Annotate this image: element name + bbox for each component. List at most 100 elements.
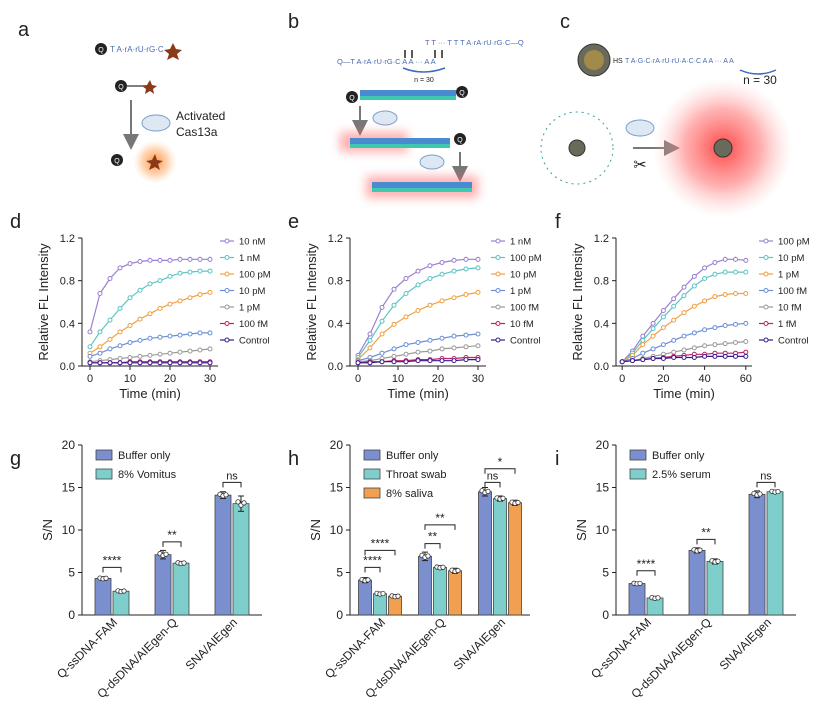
legend-label: 100 fM xyxy=(778,286,807,297)
data-point xyxy=(97,329,103,335)
data-point xyxy=(197,256,203,262)
data-point xyxy=(107,317,113,323)
significance-bracket xyxy=(484,481,501,488)
gold-nanoparticle-icon xyxy=(568,139,586,157)
data-point xyxy=(660,325,666,331)
legend-swatch xyxy=(629,468,647,480)
x-tick-label: 0 xyxy=(619,373,625,385)
category-label: Q-ssDNA-FAM xyxy=(322,615,388,681)
data-point xyxy=(177,270,183,276)
data-point xyxy=(127,261,133,267)
legend-marker xyxy=(495,304,501,310)
replicate-point xyxy=(223,492,229,498)
x-tick-label: 30 xyxy=(204,373,216,385)
rna-sequence: T A·rA·rU·rG·C xyxy=(110,45,164,54)
replicate-point xyxy=(500,495,506,501)
y-tick-label: 0 xyxy=(602,608,609,622)
data-point xyxy=(650,333,656,339)
data-point xyxy=(367,337,373,343)
data-point xyxy=(157,305,163,311)
replicate-point xyxy=(103,575,109,581)
data-point xyxy=(157,351,163,357)
legend-swatch xyxy=(629,449,647,461)
quencher-icon xyxy=(346,91,358,103)
data-point xyxy=(87,353,93,359)
data-point xyxy=(743,353,749,359)
data-point xyxy=(415,349,421,355)
significance-label: ** xyxy=(435,511,445,525)
replicate-point xyxy=(241,500,247,506)
data-point xyxy=(712,260,718,266)
data-point xyxy=(187,331,193,337)
data-point xyxy=(427,263,433,269)
data-point xyxy=(475,265,481,271)
data-point xyxy=(743,320,749,326)
bar xyxy=(214,494,232,616)
panel-letter-g: g xyxy=(10,448,21,470)
bar xyxy=(448,570,462,616)
line-chart-e: e 0.0 0.4 0.8 1.2 0 10 20 30 Time (min) Relative F… xyxy=(288,211,542,401)
data-point xyxy=(207,256,213,262)
significance-label: **** xyxy=(363,553,382,567)
data-point xyxy=(127,322,133,328)
data-point xyxy=(640,342,646,348)
quencher-icon xyxy=(454,133,466,145)
x-tick-label: 10 xyxy=(392,373,404,385)
data-point xyxy=(439,358,445,364)
data-point xyxy=(629,358,635,364)
data-point xyxy=(743,338,749,344)
data-point xyxy=(439,335,445,341)
data-point xyxy=(197,268,203,274)
data-point xyxy=(197,330,203,336)
data-point xyxy=(137,316,143,322)
data-point xyxy=(379,331,385,337)
cas13a-protein-icon xyxy=(419,154,445,170)
data-point xyxy=(712,342,718,348)
significance-label: ns xyxy=(226,470,238,482)
data-point xyxy=(451,333,457,339)
significance-label: **** xyxy=(637,557,656,571)
data-point xyxy=(427,337,433,343)
quencher-label: Q xyxy=(349,95,355,102)
data-point xyxy=(147,311,153,317)
repeat-count-label: n = 30 xyxy=(414,77,434,84)
legend-label: 1 pM xyxy=(510,286,531,297)
dsdna-probe xyxy=(350,138,450,144)
data-point xyxy=(147,335,153,341)
data-point xyxy=(427,276,433,282)
data-point xyxy=(415,340,421,346)
y-tick-label: 0.4 xyxy=(594,318,609,330)
data-point xyxy=(97,290,103,296)
replicate-point xyxy=(637,580,643,587)
x-tick-label: 0 xyxy=(87,373,93,385)
data-point xyxy=(712,325,718,331)
y-tick-label: 0.8 xyxy=(60,276,75,288)
data-point xyxy=(427,348,433,354)
data-point xyxy=(439,260,445,266)
data-point xyxy=(712,271,718,277)
replicate-point xyxy=(775,488,781,495)
data-point xyxy=(137,337,143,343)
data-point xyxy=(681,354,687,360)
data-point xyxy=(733,269,739,275)
legend-marker xyxy=(495,288,501,293)
y-axis-label: S/N xyxy=(308,519,323,541)
significance-label: ns xyxy=(487,470,499,482)
legend-label: Buffer only xyxy=(386,450,439,462)
data-point xyxy=(702,343,708,349)
y-tick-label: 5 xyxy=(68,566,75,580)
data-point xyxy=(97,360,103,366)
significance-label: ** xyxy=(428,530,438,544)
data-point xyxy=(733,256,739,262)
replicate-point xyxy=(485,488,491,494)
data-point xyxy=(691,303,697,309)
y-tick-label: 5 xyxy=(336,566,343,580)
y-tick-label: 20 xyxy=(330,438,344,452)
series-line xyxy=(357,291,479,361)
data-point xyxy=(451,257,457,263)
data-point xyxy=(451,345,457,351)
bar xyxy=(493,498,507,616)
enzyme-label-line1: Activated xyxy=(176,109,225,123)
significance-bracket xyxy=(222,481,242,488)
